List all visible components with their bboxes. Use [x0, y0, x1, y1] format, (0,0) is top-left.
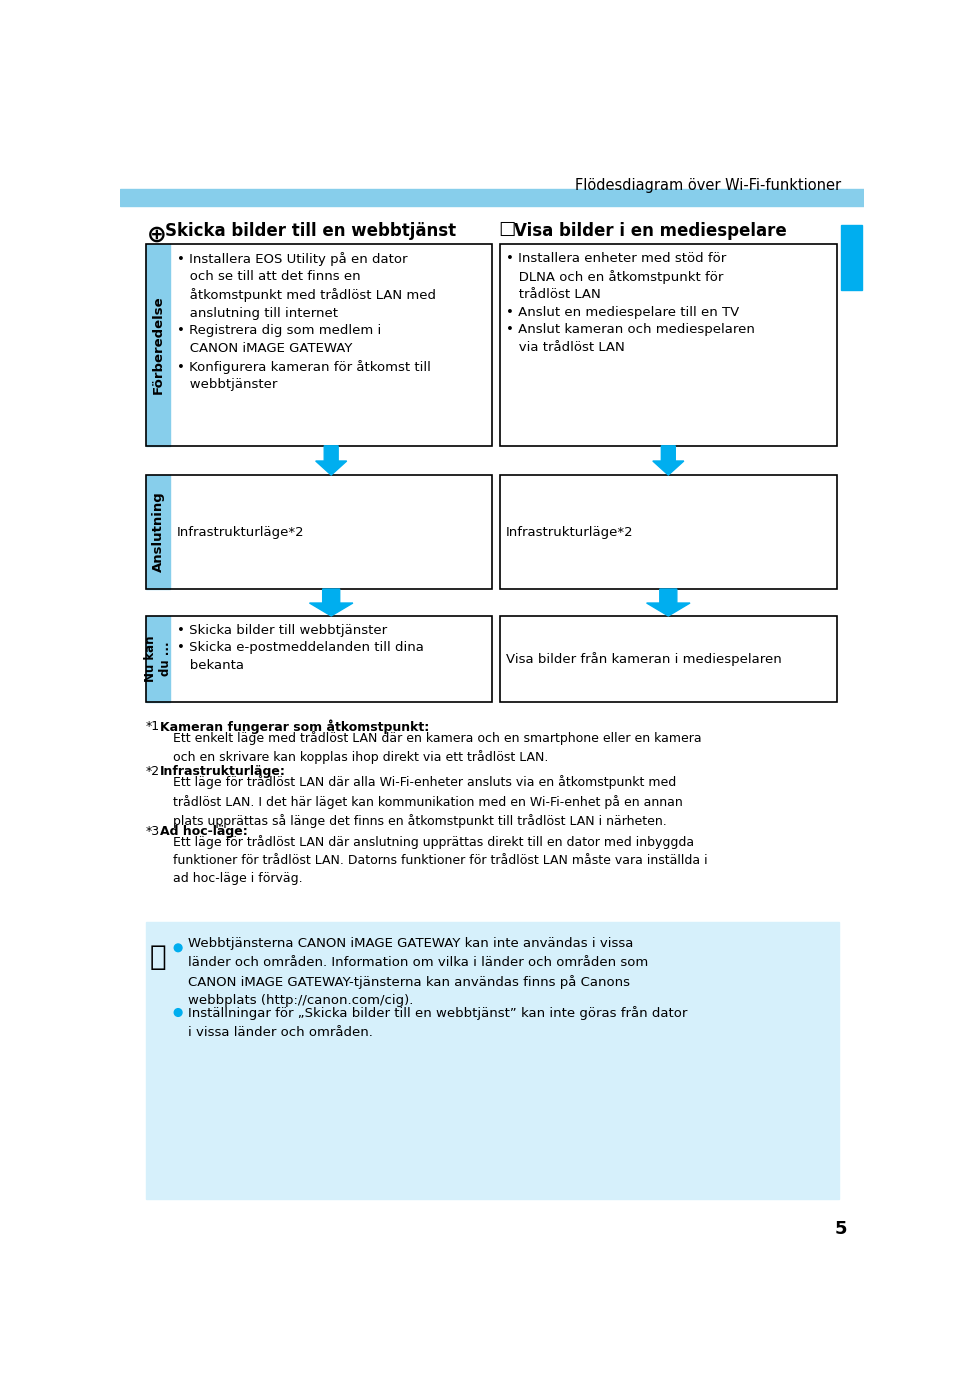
Text: • Skicka bilder till webbtjänster
• Skicka e-postmeddelanden till dina
   bekant: • Skicka bilder till webbtjänster • Skic… — [177, 624, 423, 672]
Text: ⊕: ⊕ — [147, 223, 167, 246]
Bar — [146, 475, 170, 589]
Text: Ad hoc-läge:: Ad hoc-läge: — [160, 824, 248, 838]
Text: Ett läge för trådlöst LAN där anslutning upprättas direkt till en dator med inby: Ett läge för trådlöst LAN där anslutning… — [173, 835, 708, 885]
Text: Visa bilder från kameran i mediespelaren: Visa bilder från kameran i mediespelaren — [506, 651, 781, 665]
Bar — [500, 615, 837, 702]
Text: Ett enkelt läge med trådlöst LAN där en kamera och en smartphone eller en kamera: Ett enkelt läge med trådlöst LAN där en … — [173, 731, 702, 764]
Text: • Installera enheter med stöd för
   DLNA och en åtkomstpunkt för
   trådlöst LA: • Installera enheter med stöd för DLNA o… — [506, 252, 755, 354]
Text: Webbtjänsterna CANON iMAGE GATEWAY kan inte användas i vissa
länder och områden.: Webbtjänsterna CANON iMAGE GATEWAY kan i… — [188, 937, 648, 1006]
Text: ⓘ: ⓘ — [150, 944, 166, 972]
Bar — [146, 922, 839, 1199]
Polygon shape — [647, 589, 690, 615]
Text: Infrastrukturläge:: Infrastrukturläge: — [160, 764, 286, 778]
Text: *1: *1 — [146, 720, 159, 734]
Text: Skicka bilder till en webbtjänst: Skicka bilder till en webbtjänst — [165, 223, 456, 241]
Bar — [841, 224, 862, 291]
Circle shape — [175, 944, 182, 952]
Circle shape — [175, 1009, 182, 1016]
Bar — [120, 188, 864, 206]
Text: Infrastrukturläge*2: Infrastrukturläge*2 — [506, 526, 634, 539]
Bar — [500, 475, 837, 589]
Bar — [146, 244, 170, 445]
Bar — [500, 244, 837, 445]
Text: Visa bilder i en mediespelare: Visa bilder i en mediespelare — [514, 223, 786, 241]
Text: Förberedelse: Förberedelse — [152, 295, 164, 394]
Polygon shape — [309, 589, 353, 615]
Polygon shape — [316, 445, 347, 475]
Text: *3: *3 — [146, 824, 159, 838]
Bar — [146, 244, 492, 445]
Text: • Installera EOS Utility på en dator
   och se till att det finns en
   åtkomstp: • Installera EOS Utility på en dator och… — [177, 252, 436, 391]
Polygon shape — [653, 445, 684, 475]
Bar — [146, 615, 492, 702]
Text: Inställningar för „Skicka bilder till en webbtjänst” kan inte göras från dator
i: Inställningar för „Skicka bilder till en… — [188, 1006, 687, 1038]
Text: Kameran fungerar som åtkomstpunkt:: Kameran fungerar som åtkomstpunkt: — [160, 720, 429, 735]
Bar — [146, 475, 492, 589]
Text: Infrastrukturläge*2: Infrastrukturläge*2 — [177, 526, 304, 539]
Text: 5: 5 — [834, 1221, 847, 1239]
Text: ☐: ☐ — [498, 221, 516, 239]
Text: Flödesdiagram över Wi-Fi-funktioner: Flödesdiagram över Wi-Fi-funktioner — [575, 178, 841, 193]
Bar — [146, 615, 170, 702]
Text: Nu kan
du ...: Nu kan du ... — [144, 636, 172, 682]
Text: *2: *2 — [146, 764, 159, 778]
Text: Ett läge för trådlöst LAN där alla Wi-Fi-enheter ansluts via en åtkomstpunkt med: Ett läge för trådlöst LAN där alla Wi-Fi… — [173, 775, 683, 828]
Text: Anslutning: Anslutning — [152, 491, 164, 572]
